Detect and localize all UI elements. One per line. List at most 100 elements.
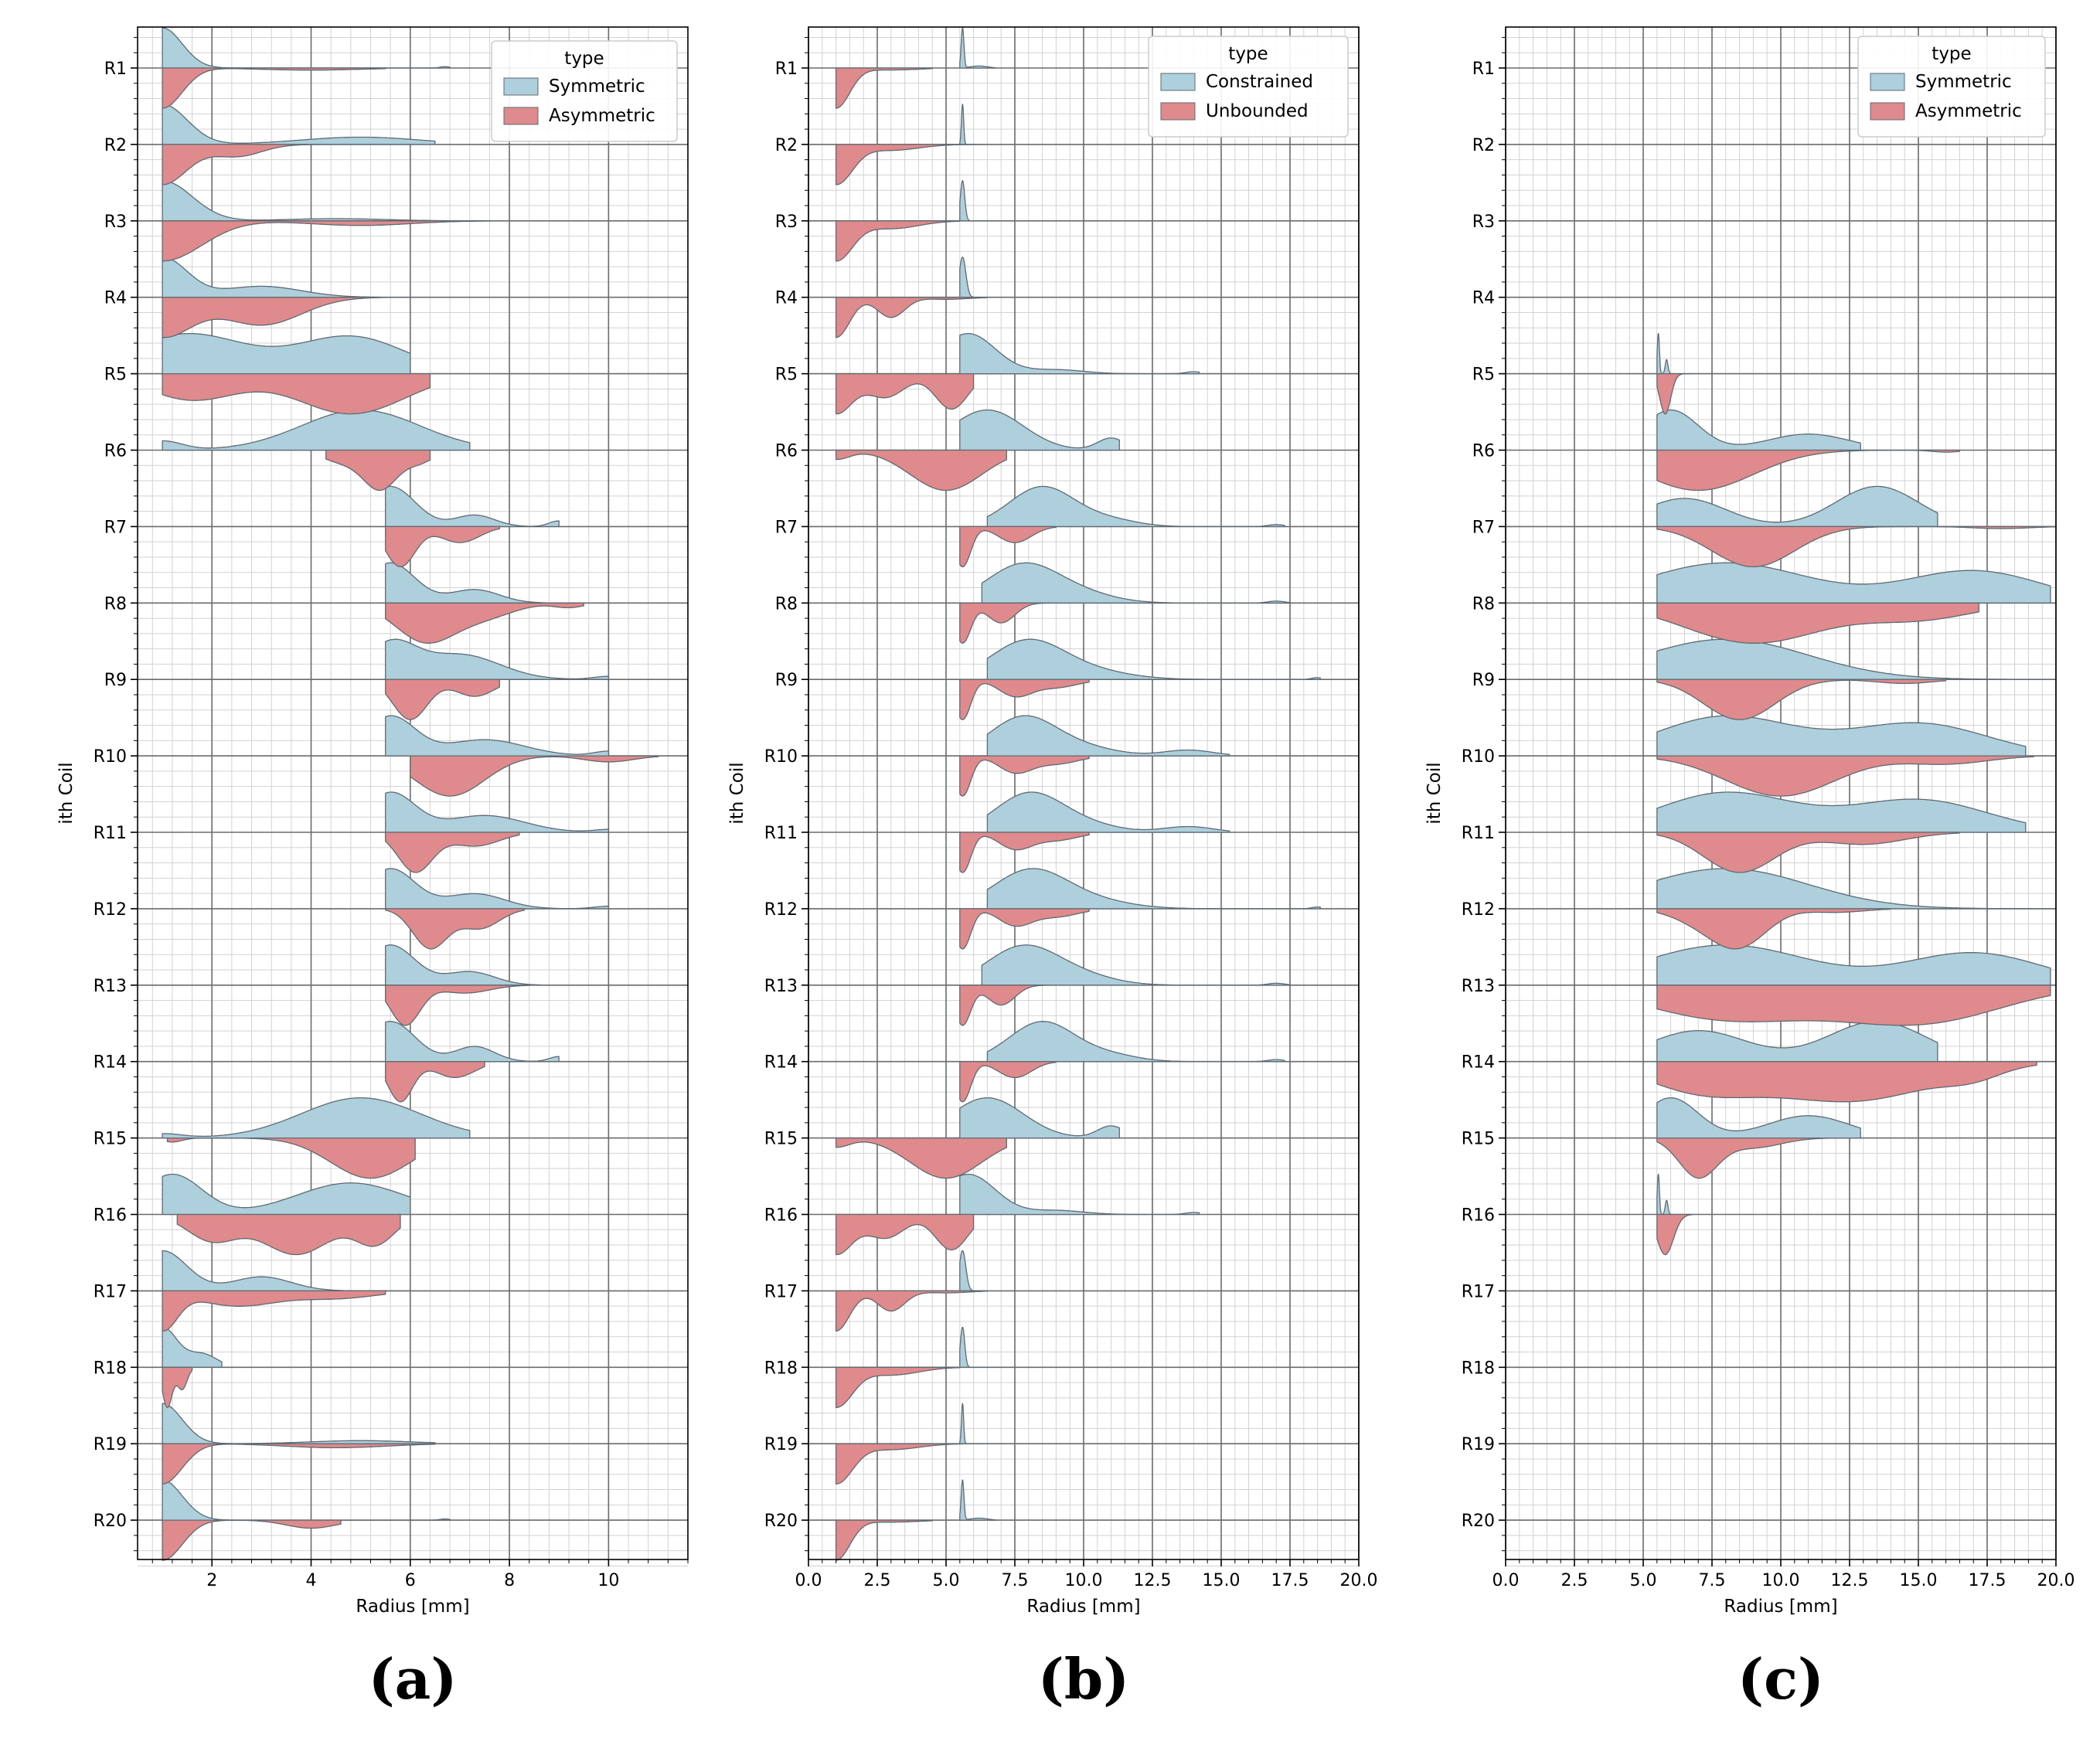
violin-constrained-r10 [986, 715, 1230, 757]
series-asymmetric [1656, 372, 2057, 1256]
y-axis-label: ith Coil [56, 762, 77, 824]
violin-constrained-r5 [959, 332, 1200, 375]
x-tick-label: 20.0 [1340, 1571, 1378, 1590]
legend-label-asymmetric: Asymmetric [549, 106, 655, 126]
violin-asymmetric-r14 [1656, 1061, 2037, 1103]
x-tick-label: 8 [504, 1571, 515, 1590]
y-tick-label: R8 [775, 594, 798, 614]
violin-asymmetric-r15 [1656, 1137, 1836, 1179]
violin-constrained-r3 [959, 180, 994, 222]
violin-unbounded-r14 [959, 1061, 1057, 1103]
legend-swatch-symmetric [1870, 73, 1905, 91]
violin-symmetric-r10 [1656, 715, 2027, 757]
violin-symmetric-r17 [162, 1250, 411, 1292]
violin-symmetric-r7 [1656, 485, 1938, 528]
violin-constrained-r18 [959, 1326, 994, 1368]
y-tick-label: R2 [775, 136, 798, 155]
violin-symmetric-r11 [1656, 791, 2027, 833]
y-tick-label: R13 [764, 977, 798, 996]
violin-symmetric-r15 [162, 1097, 471, 1139]
violin-unbounded-r13 [959, 985, 1051, 1026]
violin-unbounded-r11 [959, 832, 1090, 873]
violin-unbounded-r16 [835, 1213, 975, 1256]
violin-asymmetric-r6 [325, 449, 431, 491]
legend-label-symmetric: Symmetric [549, 77, 645, 97]
y-tick-label: R9 [1472, 671, 1495, 690]
series-asymmetric [162, 67, 659, 1561]
violin-unbounded-r18 [835, 1366, 961, 1408]
y-tick-label: R7 [104, 518, 127, 537]
violin-constrained-r19 [959, 1403, 972, 1444]
y-tick-label: R14 [94, 1053, 127, 1073]
y-tick-label: R15 [764, 1130, 798, 1149]
y-tick-label: R15 [94, 1130, 127, 1149]
x-tick-label: 5.0 [933, 1571, 960, 1590]
y-tick-label: R5 [104, 366, 127, 385]
violin-unbounded-r17 [835, 1290, 989, 1332]
x-tick-label: 7.5 [1002, 1571, 1029, 1590]
x-tick-label: 6 [405, 1571, 416, 1590]
panel-label: (a) [369, 1646, 458, 1712]
y-tick-label: R6 [1472, 442, 1495, 461]
y-tick-label: R1 [775, 60, 798, 79]
violin-constrained-r15 [959, 1097, 1120, 1139]
violin-asymmetric-r18 [162, 1366, 193, 1408]
violin-unbounded-r2 [835, 144, 989, 185]
y-tick-label: R5 [1472, 366, 1495, 385]
legend-swatch-unbounded [1160, 102, 1196, 121]
y-axis-label: ith Coil [1424, 762, 1445, 824]
y-tick-label: R19 [764, 1435, 798, 1454]
violin-symmetric-r5 [1656, 332, 1672, 375]
panel-b: R1 R2 R3 R4 R5 R6 R7 R8 R9 R10 R11 R12 R13 R14 R15 R16 R… [727, 26, 1378, 1712]
violin-asymmetric-r5 [162, 372, 431, 415]
series-symmetric [1656, 332, 2057, 1216]
violin-asymmetric-r11 [385, 832, 520, 873]
y-tick-label: R3 [775, 213, 798, 232]
violin-constrained-r12 [986, 868, 1321, 910]
violin-unbounded-r15 [835, 1137, 1007, 1179]
violin-asymmetric-r13 [385, 985, 530, 1026]
legend-label-constrained: Constrained [1206, 72, 1313, 92]
violin-asymmetric-r17 [162, 1290, 386, 1332]
violin-asymmetric-r6 [1656, 449, 1961, 491]
violin-constrained-r2 [959, 104, 972, 145]
series-constrained [959, 27, 1321, 1521]
violin-symmetric-r13 [1656, 944, 2051, 986]
violin-asymmetric-r16 [176, 1213, 401, 1256]
violin-asymmetric-r11 [1656, 832, 1961, 873]
violin-unbounded-r19 [835, 1443, 989, 1485]
x-axis-label: Radius [mm] [1724, 1597, 1837, 1617]
y-tick-label: R17 [1462, 1282, 1495, 1301]
violin-constrained-r4 [959, 257, 985, 298]
violin-symmetric-r12 [1656, 868, 2057, 910]
y-tick-label: R3 [1472, 213, 1495, 232]
violin-asymmetric-r9 [1656, 679, 1947, 720]
legend-label-unbounded: Unbounded [1206, 101, 1309, 121]
x-tick-label: 0.0 [795, 1571, 822, 1590]
violin-asymmetric-r14 [385, 1061, 485, 1103]
violin-symmetric-r15 [1656, 1097, 1861, 1139]
y-tick-label: R12 [1462, 900, 1495, 920]
x-tick-label: 17.5 [1969, 1571, 2006, 1590]
y-tick-label: R20 [94, 1512, 127, 1531]
y-tick-label: R16 [94, 1206, 127, 1226]
violin-asymmetric-r2 [162, 144, 411, 185]
violin-asymmetric-r15 [166, 1137, 416, 1179]
y-tick-label: R4 [775, 289, 798, 308]
x-axis-label: Radius [mm] [1026, 1597, 1140, 1617]
legend-label-symmetric: Symmetric [1915, 72, 2012, 92]
violin-asymmetric-r13 [1656, 985, 2051, 1026]
x-tick-label: 12.5 [1831, 1571, 1869, 1590]
y-tick-label: R16 [764, 1206, 798, 1226]
y-tick-label: R17 [764, 1282, 798, 1301]
x-tick-label: 7.5 [1699, 1571, 1726, 1590]
violin-asymmetric-r4 [162, 297, 386, 338]
y-tick-label: R12 [764, 900, 798, 920]
panel-c: R1 R2 R3 R4 R5 R6 R7 R8 R9 R10 R11 R12 R13 R14 R15 R16 R… [1424, 26, 2074, 1712]
legend-title: type [1228, 44, 1268, 64]
legend-swatch-asymmetric [503, 107, 539, 125]
violin-constrained-r6 [959, 409, 1120, 451]
violin-symmetric-r6 [1656, 409, 1861, 451]
legend-swatch-asymmetric [1870, 102, 1905, 121]
